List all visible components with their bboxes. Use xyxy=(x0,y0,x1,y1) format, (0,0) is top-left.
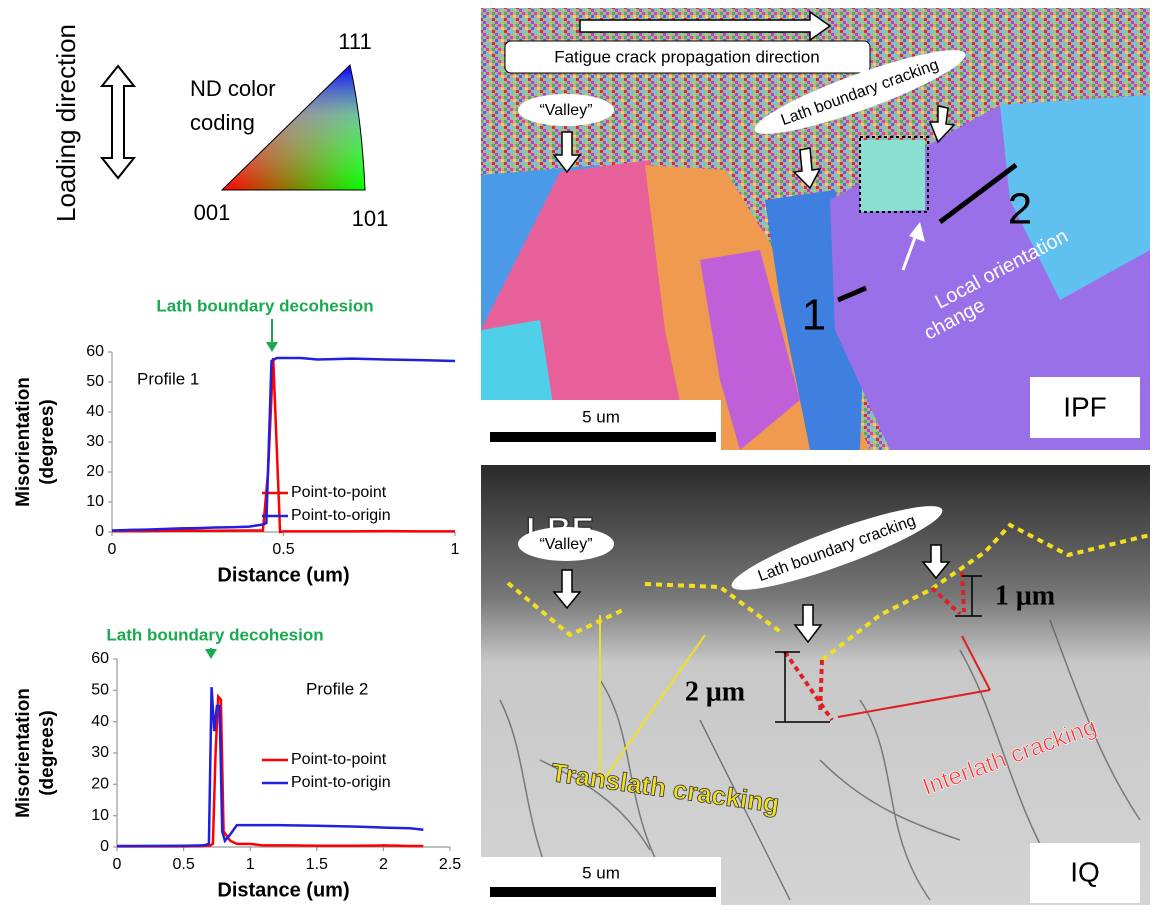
x-tick-label: 2 xyxy=(379,856,388,873)
y-axis-label: Misorientation xyxy=(13,688,34,818)
profile-label: 2 xyxy=(1008,185,1032,234)
y-tick-label: 20 xyxy=(91,776,109,793)
legend-panel: Loading direction ND color coding 111 00… xyxy=(51,24,388,231)
x-axis-label: Distance (um) xyxy=(217,879,349,901)
y-tick-label: 0 xyxy=(100,838,109,855)
valley-label: “Valley” xyxy=(539,102,592,119)
scale-bar xyxy=(490,432,716,442)
figure: Loading direction ND color coding 111 00… xyxy=(0,0,1157,910)
y-tick-label: 40 xyxy=(91,713,109,730)
x-axis-label: Distance (um) xyxy=(217,564,349,586)
iq-panel: LBE “Valley” Lath boundary cracking 2 μm… xyxy=(481,465,1150,905)
chart-title: Lath boundary decohesion xyxy=(156,296,373,315)
scale-bar xyxy=(490,887,716,897)
pole-label: 001 xyxy=(194,200,231,225)
y-axis-label: (degrees) xyxy=(37,710,58,796)
pole-label: 101 xyxy=(352,206,389,231)
legend-label: Point-to-origin xyxy=(291,774,391,791)
legend-label: Point-to-point xyxy=(291,751,387,768)
x-tick-label: 1 xyxy=(451,541,460,558)
profile-label: 1 xyxy=(802,291,826,340)
y-tick-label: 60 xyxy=(91,650,109,667)
x-tick-label: 2.5 xyxy=(439,856,461,873)
profile-label: Profile 1 xyxy=(137,369,199,388)
x-tick-label: 0 xyxy=(113,856,122,873)
double-arrow xyxy=(102,66,134,178)
grain xyxy=(860,140,925,212)
scale-label: 5 um xyxy=(582,407,620,426)
y-tick-label: 50 xyxy=(91,682,109,699)
pole-label: 111 xyxy=(338,29,371,54)
profile-label: Profile 2 xyxy=(306,679,368,698)
y-tick-label: 30 xyxy=(86,433,104,450)
x-tick-label: 0 xyxy=(108,541,117,558)
scale-label: 5 um xyxy=(582,863,620,882)
coding-label: ND color xyxy=(190,76,276,101)
annotation-arrow-head xyxy=(205,649,217,659)
ipf-panel: Fatigue crack propagation direction “Val… xyxy=(481,8,1150,450)
y-tick-label: 50 xyxy=(86,373,104,390)
y-tick-label: 40 xyxy=(86,403,104,420)
y-tick-label: 60 xyxy=(86,343,104,360)
legend-label: Point-to-origin xyxy=(291,507,391,524)
x-tick-label: 1.5 xyxy=(306,856,328,873)
annotation-arrow-head xyxy=(266,342,278,352)
y-axis-label: (degrees) xyxy=(37,399,58,485)
y-tick-label: 30 xyxy=(91,744,109,761)
y-tick-label: 10 xyxy=(86,493,104,510)
legend-label: Point-to-point xyxy=(291,484,387,501)
y-tick-label: 20 xyxy=(86,463,104,480)
valley-label: “Valley” xyxy=(539,536,592,553)
chart-title: Lath boundary decohesion xyxy=(106,625,323,644)
y-tick-label: 10 xyxy=(91,807,109,824)
y-tick-label: 0 xyxy=(95,523,104,540)
x-tick-label: 0.5 xyxy=(172,856,194,873)
dimension-label: 1 μm xyxy=(995,580,1055,611)
panel-label: IPF xyxy=(1063,391,1107,422)
panel-label: IQ xyxy=(1070,856,1100,887)
x-tick-label: 0.5 xyxy=(272,541,294,558)
coding-label: coding xyxy=(190,110,255,135)
direction-label: Fatigue crack propagation direction xyxy=(554,47,820,66)
dimension-label: 2 μm xyxy=(685,676,745,707)
loading-label: Loading direction xyxy=(51,24,81,222)
x-tick-label: 1 xyxy=(246,856,255,873)
y-axis-label: Misorientation xyxy=(13,377,34,507)
